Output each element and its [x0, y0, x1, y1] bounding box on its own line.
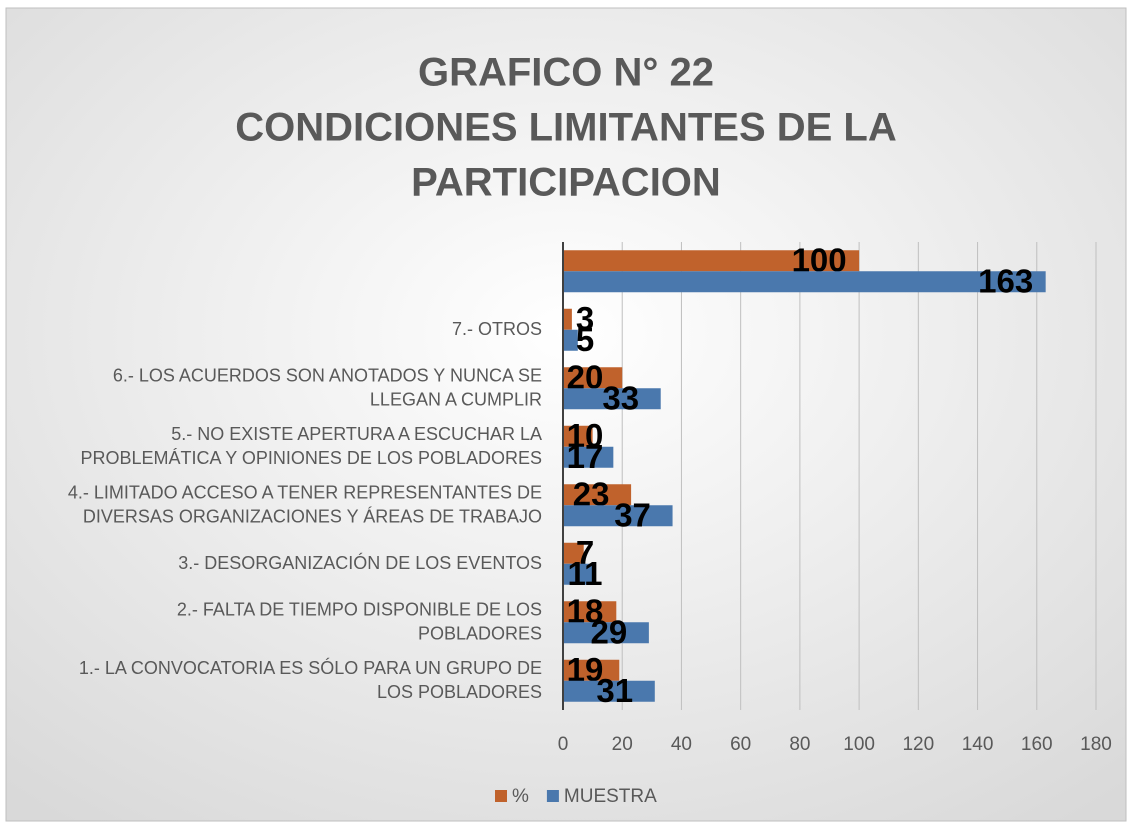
legend-swatch — [546, 790, 559, 802]
chart-title: PARTICIPACION — [411, 161, 721, 205]
legend-swatch — [495, 790, 507, 802]
data-label: 5 — [576, 321, 594, 358]
label-line: 6.- LOS ACUERDOS SON ANOTADOS Y NUNCA SE — [113, 365, 542, 385]
data-label: 7 — [576, 534, 594, 571]
bar — [563, 484, 632, 506]
data-label: 11 — [568, 555, 603, 592]
y-tick-label: 5.- NO EXISTE APERTURA A ESCUCHAR LA PROB… — [81, 424, 542, 468]
x-tick-label: 80 — [789, 734, 810, 755]
label-line: 1.- LA CONVOCATORIA ES SÓLO PARA UN GRUP… — [79, 657, 542, 678]
bar — [563, 446, 614, 468]
bar — [563, 563, 596, 585]
bar — [563, 388, 661, 410]
x-tick-label: 160 — [1021, 734, 1053, 755]
bar — [563, 659, 620, 681]
x-tick-label: 20 — [612, 734, 633, 755]
bar — [563, 425, 593, 447]
y-tick-label: 7.- OTROS — [452, 319, 542, 339]
label-line: 7.- OTROS — [452, 319, 542, 339]
chart-title: CONDICIONES LIMITANTES DE LA — [235, 106, 896, 150]
bar — [563, 680, 655, 702]
label-line: 3.- DESORGANIZACIÓN DE LOS EVENTOS — [178, 552, 542, 573]
y-tick-label: 1.- LA CONVOCATORIA ES SÓLO PARA UN GRUP… — [79, 657, 542, 702]
x-tick-label: 140 — [962, 734, 994, 755]
bar — [563, 271, 1046, 293]
y-tick-label: 3.- DESORGANIZACIÓN DE LOS EVENTOS — [178, 552, 542, 573]
bar — [563, 367, 623, 389]
label-line: 4.- LIMITADO ACCESO A TENER REPRESENTANT… — [68, 482, 542, 502]
x-tick-label: 120 — [902, 734, 934, 755]
label-line: 2.- FALTA DE TIEMPO DISPONIBLE DE LOS — [177, 599, 542, 619]
data-label: 17 — [567, 438, 604, 475]
bar — [563, 250, 860, 272]
label-line: DIVERSAS ORGANIZACIONES Y ÁREAS DE TRABA… — [83, 506, 542, 526]
data-label: 37 — [614, 496, 651, 533]
label-line: LOS POBLADORES — [377, 682, 542, 702]
y-tick-label: 4.- LIMITADO ACCESO A TENER REPRESENTANT… — [68, 482, 542, 526]
x-tick-label: 180 — [1080, 734, 1112, 755]
bar — [563, 308, 572, 330]
data-label: 29 — [591, 613, 628, 650]
x-tick-label: 0 — [558, 734, 569, 755]
bar — [563, 329, 578, 351]
data-label: 163 — [978, 262, 1033, 299]
data-label: 3 — [576, 300, 594, 337]
x-tick-label: 100 — [843, 734, 875, 755]
data-label: 31 — [596, 672, 633, 709]
legend-label: % — [512, 786, 529, 807]
y-tick-label: 6.- LOS ACUERDOS SON ANOTADOS Y NUNCA SE… — [113, 365, 542, 409]
bar — [563, 505, 673, 527]
bar — [563, 622, 649, 644]
y-tick-label: 2.- FALTA DE TIEMPO DISPONIBLE DE LOS POB… — [177, 599, 542, 643]
label-line: LLEGAN A CUMPLIR — [370, 389, 542, 409]
chart-title: GRAFICO N° 22 — [418, 51, 714, 95]
label-line: POBLADORES — [418, 623, 542, 643]
label-line: 5.- NO EXISTE APERTURA A ESCUCHAR LA — [171, 424, 542, 444]
label-line: PROBLEMÁTICA Y OPINIONES DE LOS POBLADOR… — [81, 448, 542, 468]
bar — [563, 542, 584, 564]
legend-label: MUESTRA — [564, 786, 657, 807]
x-tick-label: 60 — [730, 734, 751, 755]
data-label: 33 — [602, 379, 639, 416]
bar — [563, 601, 617, 623]
x-tick-label: 40 — [671, 734, 692, 755]
